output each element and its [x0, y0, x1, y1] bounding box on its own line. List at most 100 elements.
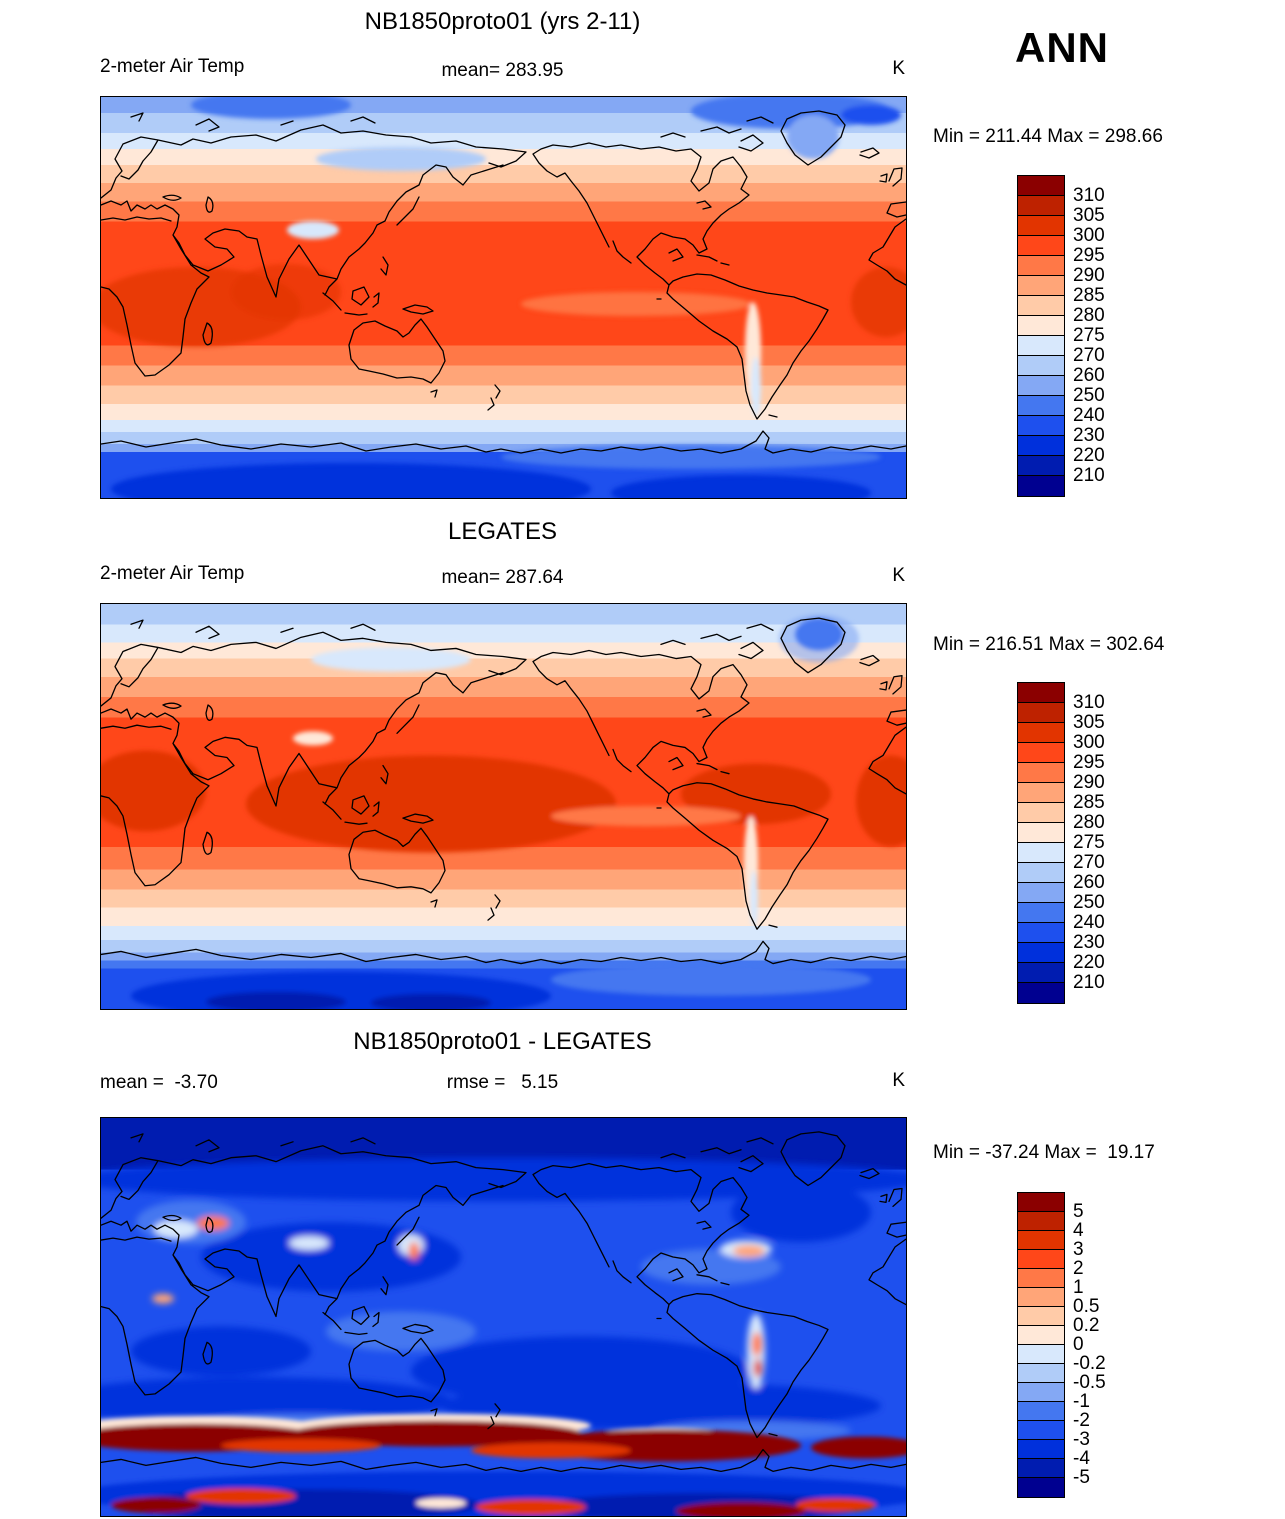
colorbar-tick-label: 230 — [1073, 425, 1105, 446]
panel3-minmax-label: Min = -37.24 Max = 19.17 — [933, 1142, 1155, 1163]
panel1-map — [100, 96, 907, 499]
colorbar-cell — [1018, 843, 1064, 863]
colorbar-cell — [1018, 376, 1064, 396]
colorbar-labels: 310 305 300 295 290 285 280 275 270 260 250 240 230 2… — [1073, 683, 1143, 1005]
panel1-minmax-label: Min = 211.44 Max = 298.66 — [933, 126, 1163, 147]
colorbar-labels: 5 4 3 2 1 0.5 0.2 0 -0.2 -0.5 -1 -2 -3 -4 -5 — [1073, 1193, 1143, 1499]
colorbar-cell — [1018, 176, 1064, 196]
colorbar-cell — [1018, 256, 1064, 276]
colorbar-cell — [1018, 216, 1064, 236]
panel2-minmax-label: Min = 216.51 Max = 302.64 — [933, 634, 1165, 655]
colorbar-tick-label: 300 — [1073, 732, 1105, 753]
colorbar-tick-label: 0.2 — [1073, 1315, 1100, 1336]
colorbar-cell — [1018, 1364, 1064, 1383]
colorbar — [1017, 1192, 1065, 1498]
colorbar-tick-label: 305 — [1073, 205, 1105, 226]
colorbar-cell — [1018, 1250, 1064, 1269]
colorbar-tick-label: 250 — [1073, 385, 1105, 406]
colorbar-cell — [1018, 763, 1064, 783]
colorbar-tick-label: 295 — [1073, 245, 1105, 266]
colorbar-cell — [1018, 1421, 1064, 1440]
colorbar-tick-label: 0 — [1073, 1334, 1084, 1355]
colorbar-cell — [1018, 336, 1064, 356]
colorbar-tick-label: 260 — [1073, 365, 1105, 386]
colorbar-tick-label: 1 — [1073, 1277, 1084, 1298]
colorbar-cell — [1018, 703, 1064, 723]
colorbar-cell — [1018, 476, 1064, 496]
colorbar-cell — [1018, 1193, 1064, 1212]
colorbar-tick-label: 260 — [1073, 872, 1105, 893]
panel2-map — [100, 603, 907, 1010]
panel1-mean-label: mean= 283.95 — [441, 60, 564, 81]
colorbar-cell — [1018, 416, 1064, 436]
panel1-colorbar: 310 305 300 295 290 285 280 275 270 260 250 240 230 2… — [1017, 175, 1105, 497]
colorbar-labels: 310 305 300 295 290 285 280 275 270 260 250 240 230 2… — [1073, 176, 1143, 498]
colorbar-tick-label: 250 — [1073, 892, 1105, 913]
colorbar-tick-label: 210 — [1073, 972, 1105, 993]
colorbar-tick-label: 310 — [1073, 185, 1105, 206]
model-temperature-map — [101, 97, 906, 498]
colorbar-cell — [1018, 1383, 1064, 1402]
panel1-variable-label: 2-meter Air Temp — [100, 56, 245, 77]
colorbar-tick-label: 305 — [1073, 712, 1105, 733]
colorbar-cell — [1018, 923, 1064, 943]
colorbar-cell — [1018, 296, 1064, 316]
colorbar-cell — [1018, 683, 1064, 703]
colorbar-cell — [1018, 1307, 1064, 1326]
colorbar-tick-label: -2 — [1073, 1410, 1090, 1431]
colorbar-cell — [1018, 943, 1064, 963]
colorbar — [1017, 175, 1065, 497]
colorbar-cell — [1018, 903, 1064, 923]
panel2-title: LEGATES — [448, 518, 557, 545]
colorbar-tick-label: 280 — [1073, 305, 1105, 326]
colorbar-tick-label: 310 — [1073, 692, 1105, 713]
colorbar-tick-label: 220 — [1073, 445, 1105, 466]
season-label: ANN — [1015, 24, 1109, 71]
panel3-mean-label: mean = -3.70 — [100, 1072, 218, 1093]
colorbar-tick-label: 5 — [1073, 1201, 1084, 1222]
panel3-title: NB1850proto01 - LEGATES — [353, 1028, 652, 1055]
colorbar — [1017, 682, 1065, 1004]
colorbar-cell — [1018, 276, 1064, 296]
panel1-title: NB1850proto01 (yrs 2-11) — [364, 8, 641, 35]
colorbar-tick-label: 275 — [1073, 325, 1105, 346]
colorbar-tick-label: -0.2 — [1073, 1353, 1106, 1374]
colorbar-cell — [1018, 436, 1064, 456]
colorbar-tick-label: 240 — [1073, 405, 1105, 426]
legates-temperature-map — [101, 604, 906, 1009]
colorbar-tick-label: 280 — [1073, 812, 1105, 833]
colorbar-cell — [1018, 983, 1064, 1003]
colorbar-cell — [1018, 1269, 1064, 1288]
colorbar-cell — [1018, 456, 1064, 476]
colorbar-tick-label: 285 — [1073, 285, 1105, 306]
colorbar-tick-label: 220 — [1073, 952, 1105, 973]
colorbar-cell — [1018, 743, 1064, 763]
colorbar-cell — [1018, 356, 1064, 376]
panel3-rmse-label: rmse = 5.15 — [446, 1072, 559, 1093]
colorbar-tick-label: -3 — [1073, 1429, 1090, 1450]
colorbar-tick-label: 285 — [1073, 792, 1105, 813]
colorbar-tick-label: 210 — [1073, 465, 1105, 486]
colorbar-tick-label: 240 — [1073, 912, 1105, 933]
colorbar-cell — [1018, 316, 1064, 336]
panel2-units-label: K — [892, 565, 905, 586]
colorbar-cell — [1018, 963, 1064, 983]
colorbar-cell — [1018, 1478, 1064, 1497]
colorbar-cell — [1018, 236, 1064, 256]
colorbar-cell — [1018, 883, 1064, 903]
colorbar-tick-label: 3 — [1073, 1239, 1084, 1260]
colorbar-tick-label: 270 — [1073, 852, 1105, 873]
colorbar-tick-label: 290 — [1073, 265, 1105, 286]
colorbar-tick-label: -5 — [1073, 1467, 1090, 1488]
panel3-colorbar: 5 4 3 2 1 0.5 0.2 0 -0.2 -0.5 -1 -2 -3 -4 -5 — [1017, 1192, 1106, 1498]
colorbar-cell — [1018, 1212, 1064, 1231]
colorbar-tick-label: 270 — [1073, 345, 1105, 366]
colorbar-tick-label: -4 — [1073, 1448, 1090, 1469]
colorbar-cell — [1018, 196, 1064, 216]
colorbar-cell — [1018, 783, 1064, 803]
colorbar-tick-label: 290 — [1073, 772, 1105, 793]
colorbar-tick-label: 300 — [1073, 225, 1105, 246]
colorbar-tick-label: -0.5 — [1073, 1372, 1106, 1393]
difference-map — [101, 1118, 906, 1516]
